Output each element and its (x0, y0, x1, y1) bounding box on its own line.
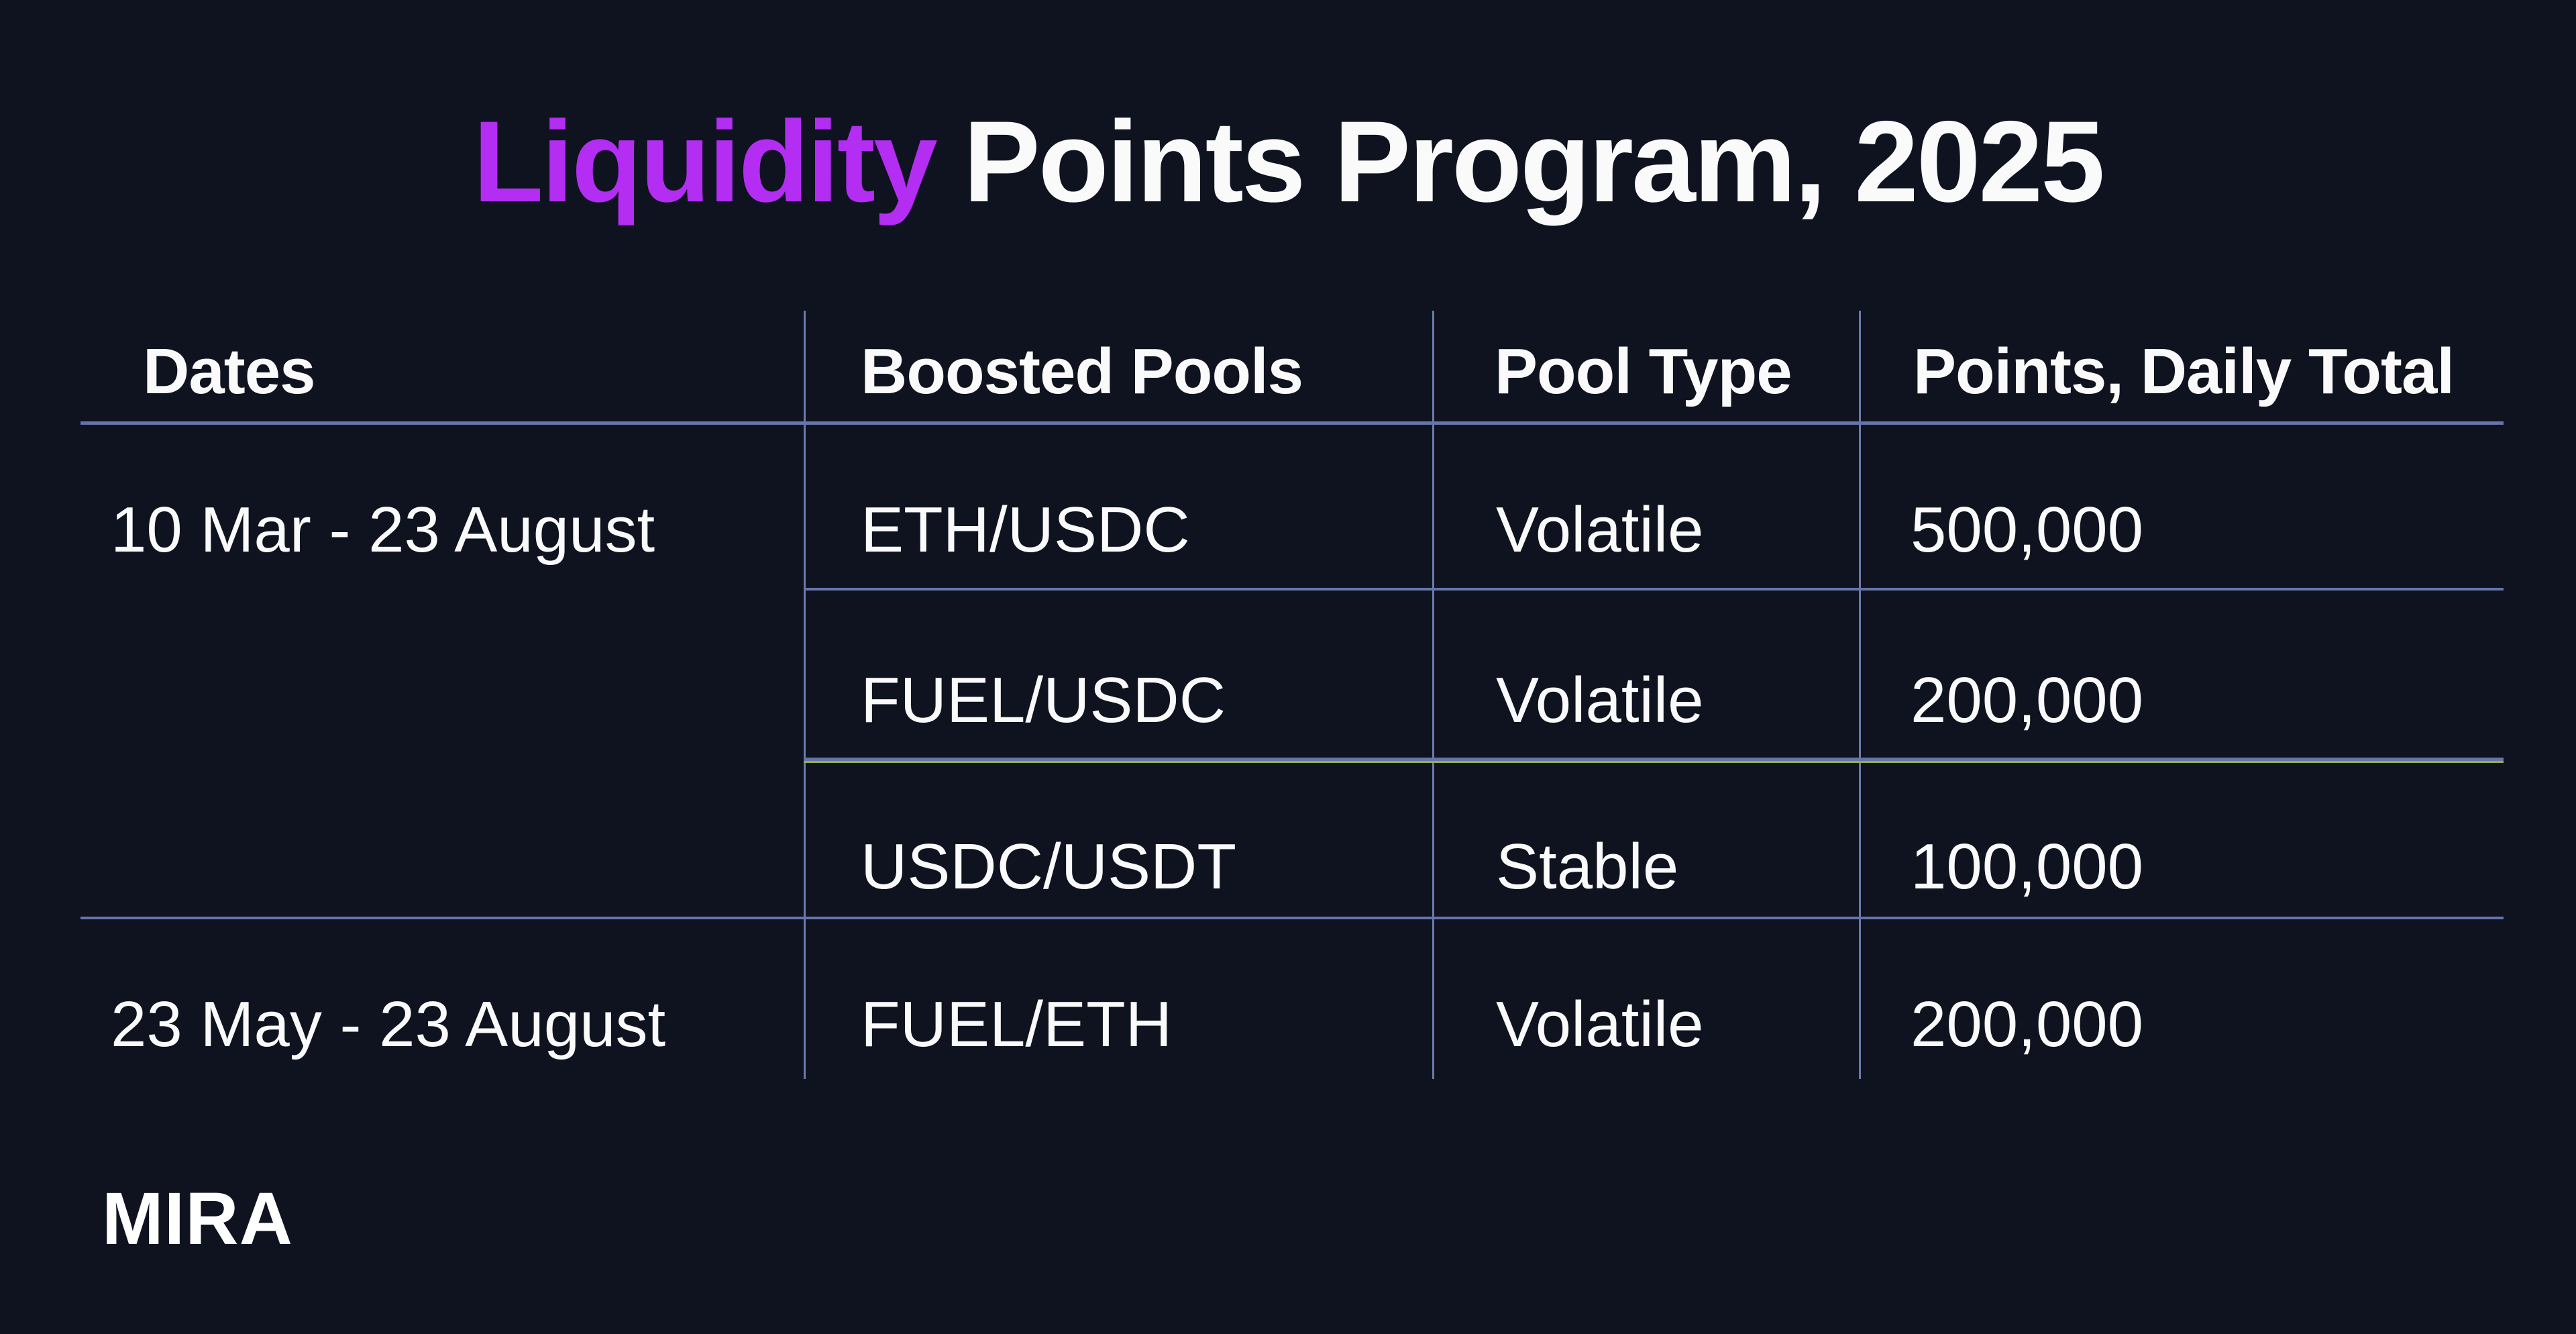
column-header-pool-type: Pool Type (1495, 336, 1792, 407)
table-cell-pool-row2: FUEL/USDC (861, 664, 1226, 736)
header-underline (80, 421, 2504, 425)
column-header-points-daily-total: Points, Daily Total (1913, 336, 2455, 407)
page-title: Liquidity Points Program, 2025 (0, 104, 2576, 219)
column-divider-1 (804, 311, 806, 1079)
table-cell-points-row4: 200,000 (1911, 988, 2144, 1060)
table-cell-type-row1: Volatile (1496, 494, 1704, 566)
table-cell-dates-group1: 10 Mar - 23 August (111, 494, 655, 566)
table-cell-points-row1: 500,000 (1911, 494, 2144, 566)
table-cell-dates-group2: 23 May - 23 August (111, 988, 666, 1060)
table-cell-type-row3: Stable (1496, 831, 1679, 903)
table-cell-points-row3: 100,000 (1911, 831, 2144, 903)
title-rest: Points Program, 2025 (963, 97, 2105, 226)
column-header-dates: Dates (143, 336, 315, 407)
date-group-divider (80, 917, 2504, 919)
table-cell-points-row2: 200,000 (1911, 664, 2144, 736)
column-divider-2 (1432, 311, 1434, 1079)
brand-logo-mira: MIRA (102, 1178, 294, 1260)
row-divider-2 (804, 758, 2504, 761)
table-cell-type-row2: Volatile (1496, 664, 1704, 736)
row-divider-1 (804, 588, 2504, 591)
table-cell-type-row4: Volatile (1496, 988, 1704, 1060)
table-cell-pool-row4: FUEL/ETH (861, 988, 1173, 1060)
title-highlight: Liquidity (473, 97, 938, 226)
column-divider-3 (1859, 311, 1861, 1079)
table-cell-pool-row1: ETH/USDC (861, 494, 1190, 566)
table-cell-pool-row3: USDC/USDT (861, 831, 1237, 903)
column-header-boosted-pools: Boosted Pools (861, 336, 1303, 407)
row-divider-2-green-accent (804, 761, 2504, 763)
